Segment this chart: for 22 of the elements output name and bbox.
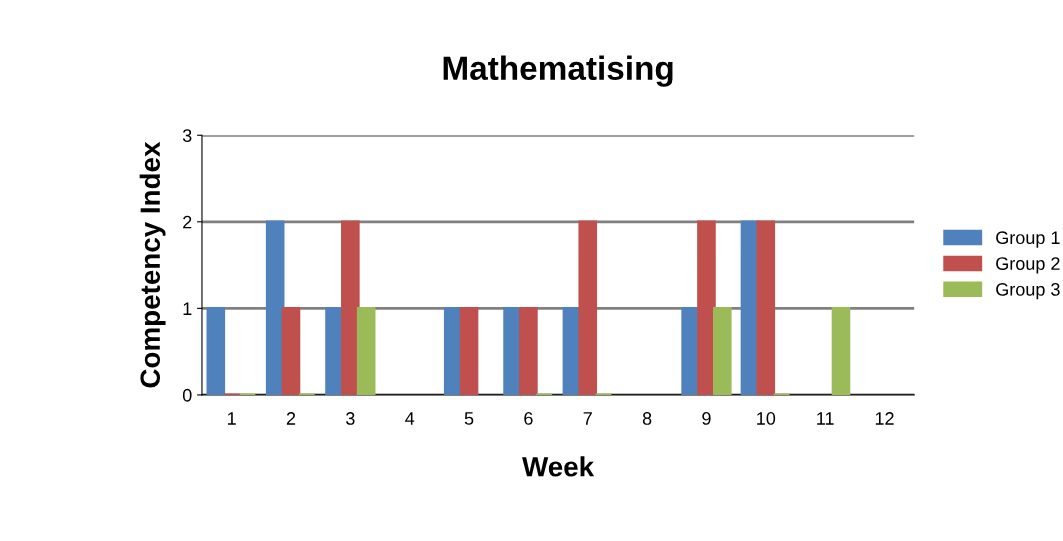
y-tick-label: 0 [182,388,192,402]
x-tick-label: 1 [228,412,236,425]
x-tick-label: 9 [702,412,711,425]
y-axis-title: Competency Index [139,141,166,388]
x-tick-label: 7 [583,412,592,425]
x-tick-label: 2 [286,412,296,425]
x-tick-label: 4 [405,412,415,425]
legend-label: Group 3 [996,283,1060,300]
x-tick-label: 8 [642,412,652,425]
y-tick-label: 2 [183,215,192,229]
legend-label: Group 2 [996,257,1060,274]
x-tick-label: 12 [875,412,894,425]
x-axis-title: Week [522,456,595,477]
chart-title: Mathematising [443,55,673,87]
x-tick-label: 5 [464,412,474,425]
y-tick-label: 3 [182,129,192,142]
x-tick-label: 10 [757,412,776,425]
x-tick-label: 6 [524,412,533,425]
legend-label: Group 1 [996,231,1060,248]
y-tick-label: 1 [183,302,192,315]
x-tick-label: 3 [346,412,355,425]
x-tick-label: 11 [817,412,834,425]
